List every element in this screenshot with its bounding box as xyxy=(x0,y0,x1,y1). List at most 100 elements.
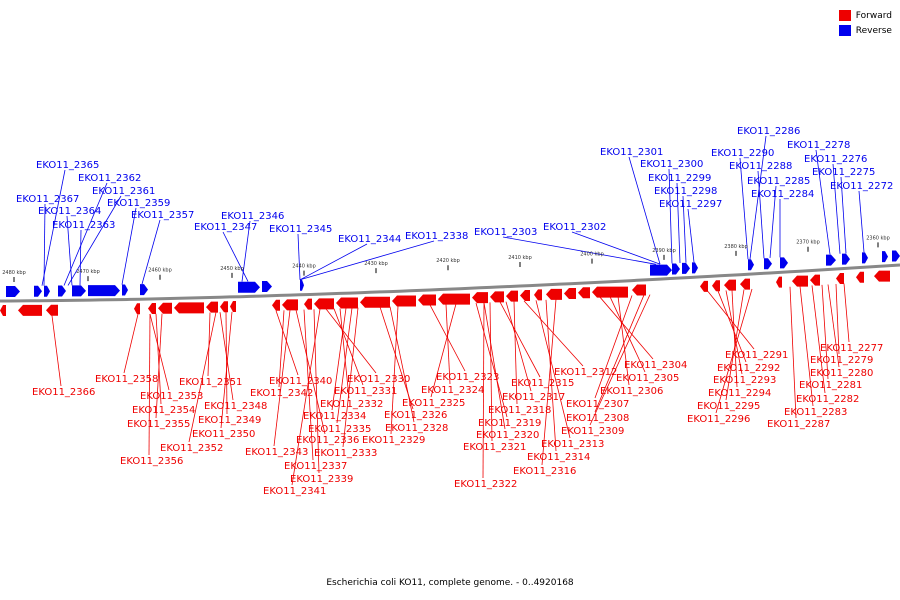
forward-gene-label: EKO11_2323 xyxy=(436,372,499,383)
forward-leader-line xyxy=(483,302,506,430)
forward-gene-label: EKO11_2353 xyxy=(140,391,203,402)
gene-arrow xyxy=(72,285,86,297)
forward-leader-line xyxy=(482,302,485,479)
reverse-gene-label: EKO11_2299 xyxy=(648,173,711,184)
backbone-line xyxy=(0,263,900,303)
gene-arrow xyxy=(682,262,690,274)
gene-arrow xyxy=(856,271,864,283)
reverse-leader-line xyxy=(79,229,82,286)
forward-leader-line xyxy=(390,306,399,435)
gene-arrow xyxy=(34,285,42,297)
reverse-gene-label: EKO11_2347 xyxy=(194,222,257,233)
reverse-strand-track xyxy=(6,250,900,297)
forward-leader-line xyxy=(123,314,139,374)
forward-gene-label: EKO11_2329 xyxy=(362,435,425,446)
reverse-gene-label: EKO11_2285 xyxy=(747,176,810,187)
gene-arrow xyxy=(578,287,590,299)
forward-gene-label: EKO11_2349 xyxy=(198,415,261,426)
forward-leader-line xyxy=(291,309,321,486)
forward-gene-label: EKO11_2296 xyxy=(687,414,750,425)
reverse-leader-line xyxy=(682,195,687,263)
forward-leader-line xyxy=(225,312,228,415)
reverse-gene-label: EKO11_2286 xyxy=(737,126,800,137)
forward-leader-line xyxy=(717,290,747,363)
forward-leader-line xyxy=(843,283,850,343)
gene-arrow xyxy=(230,300,236,312)
gene-arrow xyxy=(472,292,488,304)
forward-leader-line xyxy=(594,294,645,413)
reverse-leader-line xyxy=(840,176,847,254)
forward-leader-line xyxy=(731,290,738,388)
gene-arrow xyxy=(6,285,20,297)
gene-arrow xyxy=(712,280,720,292)
forward-leader-line xyxy=(499,301,541,378)
reverse-leader-line xyxy=(66,215,73,286)
gene-arrow xyxy=(134,303,140,315)
forward-leader-line xyxy=(811,285,826,394)
gene-arrow xyxy=(392,295,416,307)
scale-tick-label: 2360 kbp xyxy=(866,235,890,241)
forward-leader-line xyxy=(599,296,654,360)
forward-gene-label: EKO11_2281 xyxy=(799,380,862,391)
reverse-gene-label: EKO11_2275 xyxy=(812,167,875,178)
gene-arrow xyxy=(206,301,218,313)
forward-leader-line xyxy=(799,286,814,407)
gene-arrow xyxy=(148,302,156,314)
reverse-gene-label: EKO11_2362 xyxy=(78,173,141,184)
reverse-gene-label: EKO11_2363 xyxy=(52,220,115,231)
reverse-leader-line xyxy=(815,149,831,255)
gene-arrow xyxy=(534,289,542,301)
backbone xyxy=(0,263,900,303)
gene-arrow xyxy=(874,270,890,282)
forward-gene-label: EKO11_2312 xyxy=(554,367,617,378)
gene-arrow xyxy=(140,284,148,296)
forward-leader-line xyxy=(821,284,829,380)
gene-arrow xyxy=(564,287,576,299)
gene-arrow xyxy=(892,250,900,262)
gene-labels: EKO11_2365 EKO11_2362 EKO11_2367 EKO11_2361… xyxy=(16,126,893,497)
gene-arrow xyxy=(826,254,836,266)
reverse-leader-line xyxy=(668,168,673,264)
reverse-gene-label: EKO11_2302 xyxy=(543,222,606,233)
forward-gene-label: EKO11_2292 xyxy=(717,363,780,374)
reverse-leader-line xyxy=(41,169,66,286)
gene-arrow xyxy=(632,284,646,296)
reverse-gene-label: EKO11_2298 xyxy=(654,186,717,197)
reverse-gene-label: EKO11_2346 xyxy=(221,211,284,222)
forward-gene-label: EKO11_2287 xyxy=(767,419,830,430)
reverse-gene-label: EKO11_2290 xyxy=(711,148,774,159)
gene-arrow xyxy=(88,285,120,297)
scale-tick-label: 2420 kbp xyxy=(436,258,460,264)
forward-leader-line xyxy=(594,295,633,399)
forward-gene-label: EKO11_2294 xyxy=(708,388,771,399)
forward-leader-line xyxy=(331,308,347,411)
legend-forward: Forward xyxy=(838,8,892,23)
reverse-swatch xyxy=(838,25,851,36)
gene-arrow xyxy=(58,285,66,297)
forward-leader-line xyxy=(333,308,364,386)
forward-leader-line xyxy=(535,300,571,439)
gene-arrow xyxy=(520,290,530,302)
forward-leader-line xyxy=(725,289,745,401)
forward-gene-label: EKO11_2350 xyxy=(192,429,255,440)
forward-gene-label: EKO11_2277 xyxy=(820,343,883,354)
gene-arrow xyxy=(44,285,50,297)
genome-title: Escherichia coli KO11, complete genome. … xyxy=(326,578,574,588)
forward-leader-line xyxy=(342,307,359,448)
forward-gene-label: EKO11_2280 xyxy=(810,368,873,379)
forward-gene-label: EKO11_2340 xyxy=(269,376,332,387)
forward-leader-line xyxy=(835,283,840,355)
forward-gene-label: EKO11_2356 xyxy=(120,456,183,467)
scale-tick-label: 2410 kbp xyxy=(508,255,532,261)
reverse-leader-line xyxy=(67,195,122,286)
forward-gene-label: EKO11_2291 xyxy=(725,350,788,361)
forward-leader-line xyxy=(275,310,299,376)
gene-arrow xyxy=(776,276,782,288)
forward-leader-line xyxy=(445,304,451,385)
forward-gene-label: EKO11_2343 xyxy=(245,447,308,458)
forward-gene-label: EKO11_2321 xyxy=(463,442,526,453)
scale-ticks: 2480 kbp 2470 kbp 2460 kbp 2450 kbp 2440 kbp… xyxy=(2,235,890,282)
reverse-gene-label: EKO11_2359 xyxy=(107,198,170,209)
reverse-gene-label: EKO11_2364 xyxy=(38,206,101,217)
reverse-gene-label: EKO11_2361 xyxy=(92,186,155,197)
